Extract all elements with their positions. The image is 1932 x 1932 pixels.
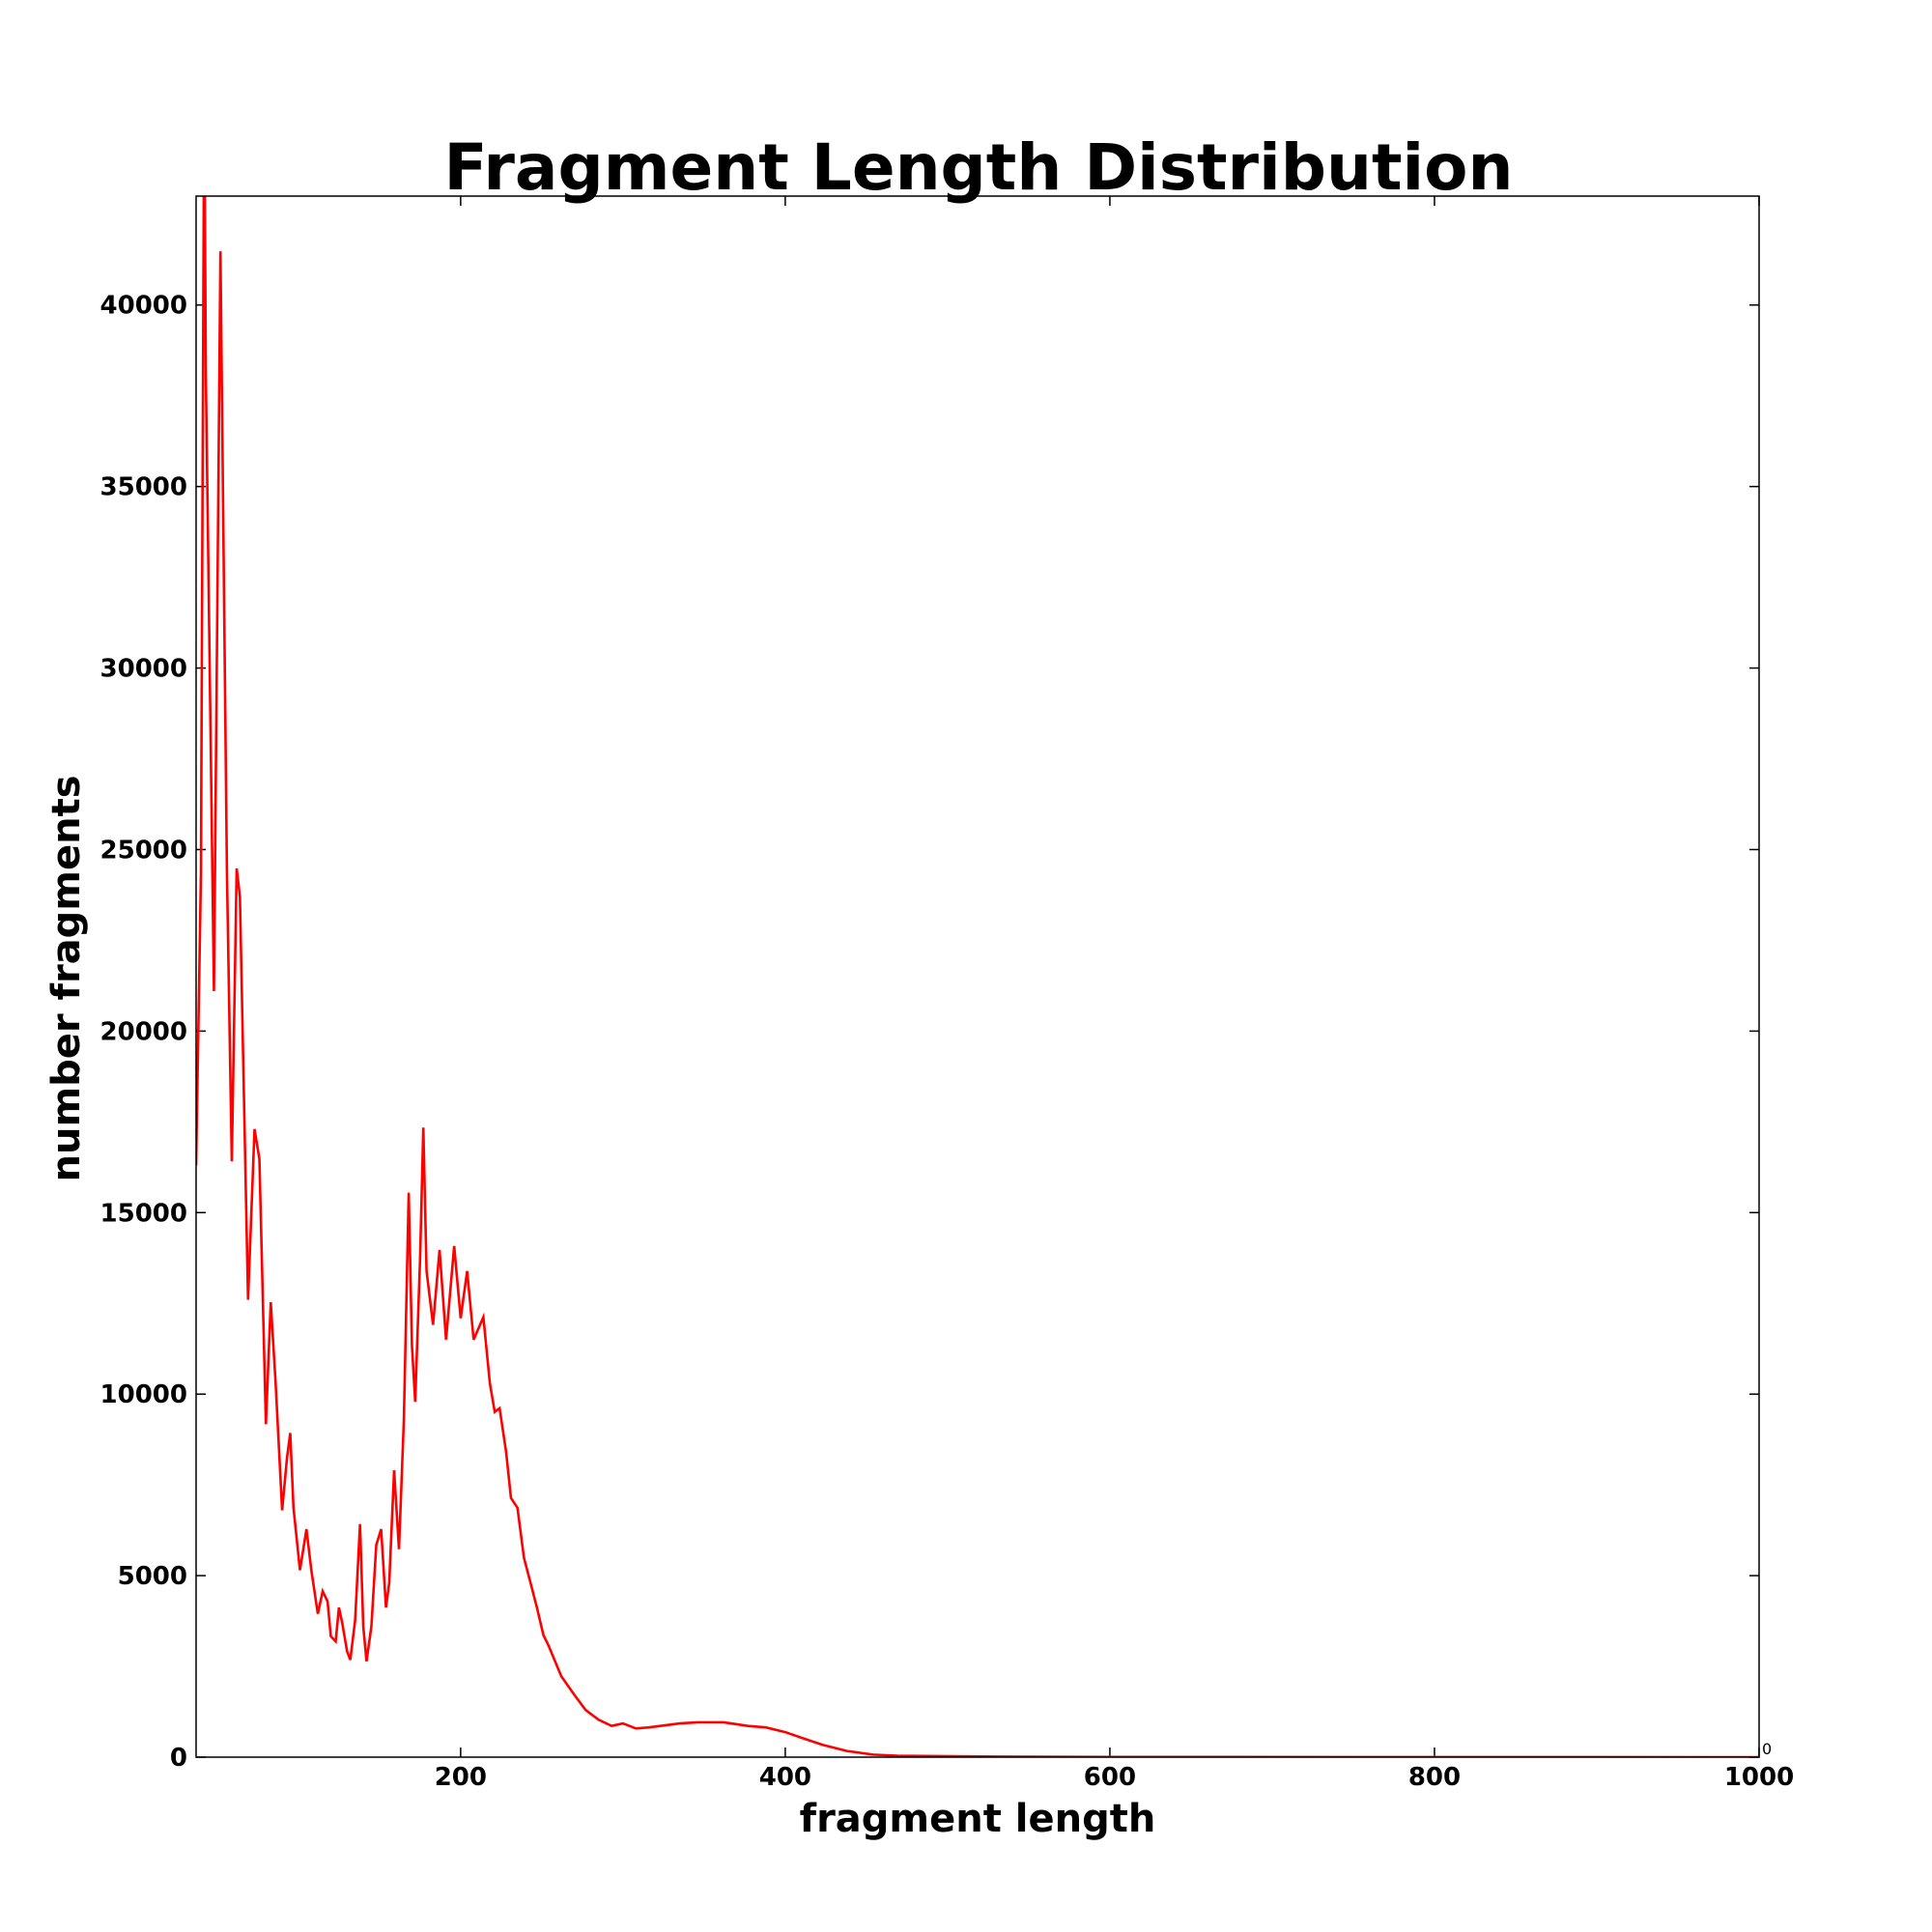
- x-tick-label: 1000: [1724, 1763, 1794, 1792]
- plot-frame: [195, 195, 1760, 1758]
- y-tick-label: 40000: [100, 292, 187, 321]
- ticks: 0500010000150002000025000300003500040000…: [100, 196, 1794, 1792]
- x-tick-label: 800: [1408, 1763, 1461, 1792]
- y-tick-label: 0: [170, 1744, 187, 1773]
- y-tick-label: 25000: [100, 836, 187, 865]
- x-axis-label: fragment length: [800, 1797, 1156, 1841]
- y-tick-label: 5000: [118, 1562, 187, 1591]
- annotation: 0: [1762, 1740, 1772, 1758]
- y-tick-label: 35000: [100, 473, 187, 502]
- x-tick-label: 200: [435, 1763, 487, 1792]
- y-tick-label: 15000: [100, 1199, 187, 1228]
- data-line: [196, 196, 1759, 1757]
- chart-title: Fragment Length Distribution: [444, 130, 1514, 205]
- y-tick-label: 20000: [100, 1017, 187, 1046]
- x-tick-label: 600: [1084, 1763, 1136, 1792]
- y-axis-label: number fragments: [44, 775, 89, 1181]
- x-tick-label: 400: [759, 1763, 811, 1792]
- y-tick-label: 30000: [100, 655, 187, 684]
- y-tick-label: 10000: [100, 1380, 187, 1409]
